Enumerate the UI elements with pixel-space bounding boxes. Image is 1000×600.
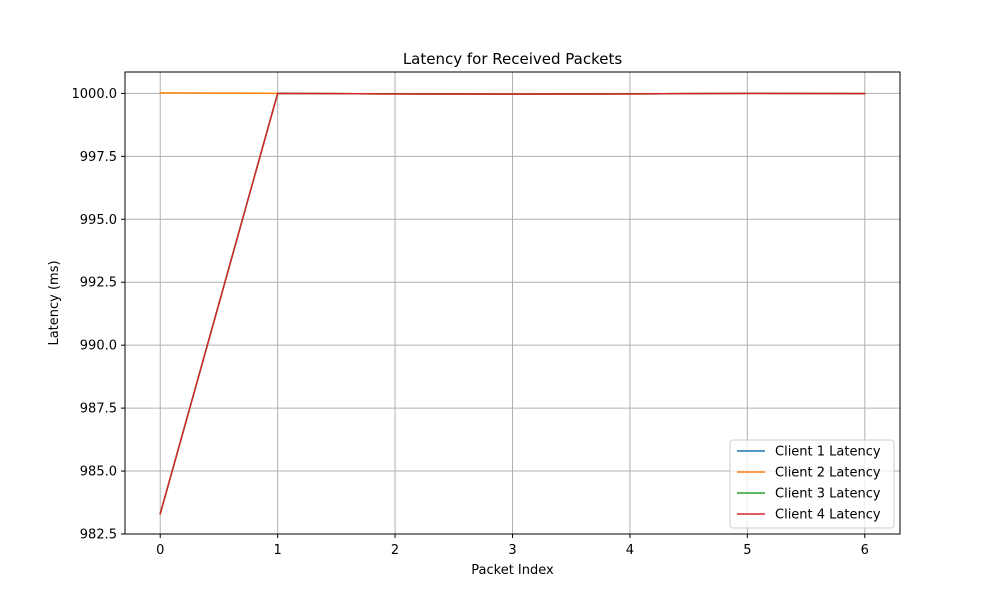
legend-label: Client 2 Latency	[775, 466, 881, 481]
legend-label: Client 3 Latency	[775, 487, 881, 502]
x-tick-label: 3	[508, 543, 516, 558]
legend-items: Client 1 Latency Client 2 Latency Client 3…	[737, 445, 881, 523]
x-tick-label: 2	[391, 543, 399, 558]
y-tick-label: 982.5	[80, 528, 117, 543]
x-axis-label: Packet Index	[471, 563, 554, 578]
legend: Client 1 Latency Client 2 Latency Client 3…	[729, 439, 895, 529]
legend-label: Client 4 Latency	[775, 508, 881, 523]
y-tick-label: 1000.0	[72, 87, 118, 102]
y-tick-label: 985.0	[80, 465, 117, 480]
series-lines	[159, 92, 866, 515]
y-tick-label: 990.0	[80, 339, 117, 354]
chart-title: Latency for Received Packets	[403, 50, 623, 68]
x-tick-label: 0	[156, 543, 164, 558]
grid	[125, 72, 900, 535]
legend-box	[729, 439, 895, 529]
x-tick-label: 1	[274, 543, 282, 558]
series-line-client-4	[159, 92, 866, 515]
y-tick-label: 987.5	[80, 402, 117, 417]
legend-label: Client 1 Latency	[775, 445, 881, 460]
x-tick-label: 4	[626, 543, 634, 558]
y-tick-label: 992.5	[80, 276, 117, 291]
y-tick-label: 995.0	[80, 213, 117, 228]
y-axis-ticks: 982.5 985.0 987.5 990.0 992.5 995.0 997.5 1000.…	[72, 87, 125, 543]
x-tick-label: 5	[743, 543, 751, 558]
x-tick-label: 6	[861, 543, 869, 558]
y-axis-label: Latency (ms)	[47, 260, 62, 345]
x-axis-ticks: 0 1 2 3 4 5 6	[156, 534, 869, 558]
y-tick-label: 997.5	[80, 150, 117, 165]
